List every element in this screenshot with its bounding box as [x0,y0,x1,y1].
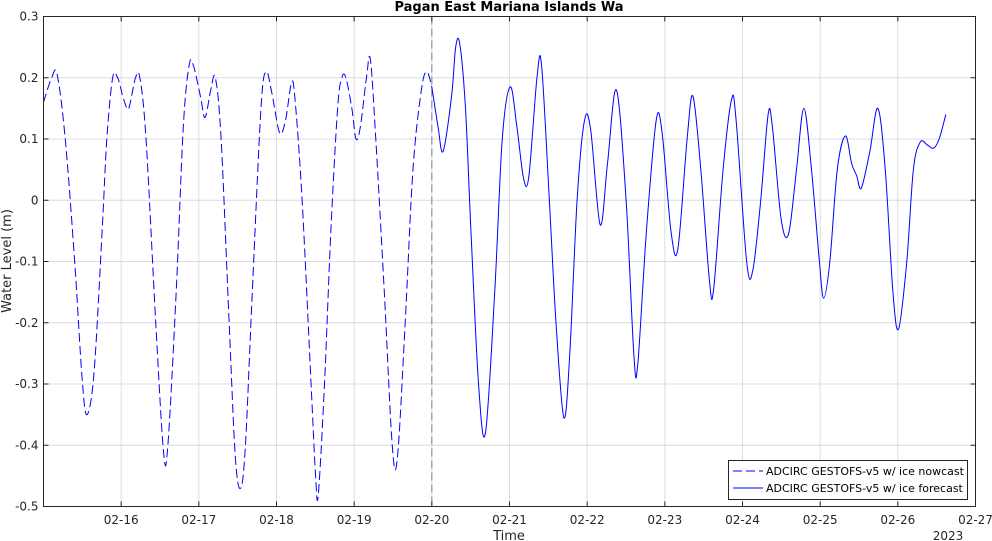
x-tick-label: 02-17 [181,513,216,527]
y-tick-label: 0.3 [19,10,38,24]
x-tick-label: 02-16 [104,513,139,527]
y-tick-label: -0.1 [15,255,38,269]
x-tick-label: 02-21 [492,513,527,527]
y-tick-label: 0.1 [19,132,38,146]
x-tick-label: 02-25 [803,513,838,527]
y-tick-label: -0.2 [15,316,38,330]
grid [43,16,976,507]
legend-label-nowcast: ADCIRC GESTOFS-v5 w/ ice nowcast [766,465,965,478]
chart-title: Pagan East Mariana Islands Wa [394,0,623,15]
x-tick-label: 02-26 [880,513,915,527]
x-tick-label: 02-27 [958,513,992,527]
legend-label-forecast: ADCIRC GESTOFS-v5 w/ ice forecast [766,482,964,495]
y-tick-label: -0.5 [15,500,38,514]
axis-ticks: 02-16 02-17 02-18 02-19 02-20 02-21 02-22 02-23… [15,10,992,528]
x-tick-label: 02-24 [725,513,760,527]
y-tick-label: 0.2 [19,71,38,85]
y-tick-label: -0.4 [15,438,38,452]
y-tick-label: 0 [31,193,39,207]
y-tick-label: -0.3 [15,377,38,391]
legend: ADCIRC GESTOFS-v5 w/ ice nowcast ADCIRC … [728,460,968,500]
x-tick-label: 02-23 [647,513,682,527]
series-line-nowcast [43,55,433,501]
x-tick-label: 02-19 [337,513,372,527]
x-tick-label: 02-22 [570,513,605,527]
legend-box [728,460,968,500]
series-line-forecast [431,37,947,438]
x-tick-label: 02-18 [259,513,294,527]
series-lines [43,37,947,501]
x-axis-title: Time [492,529,525,541]
x-axis-year-label: 2023 [933,529,964,541]
y-axis-title: Water Level (m) [0,209,15,313]
x-tick-label: 02-20 [414,513,449,527]
